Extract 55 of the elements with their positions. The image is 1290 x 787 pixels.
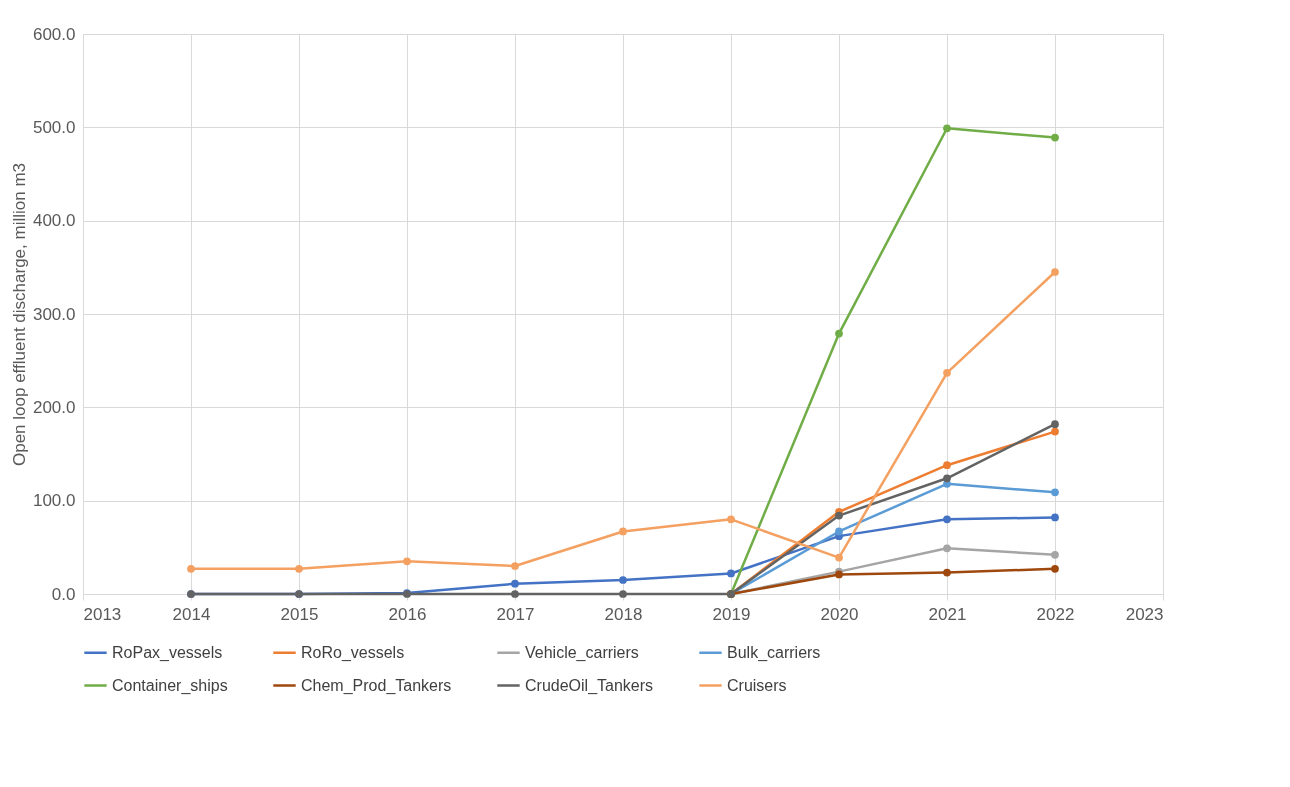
y-tick-label: 300.0 (32, 304, 76, 324)
x-tick-label: 2013 (83, 604, 122, 624)
point (1051, 133, 1059, 142)
point (727, 569, 735, 578)
point (727, 515, 735, 524)
point (943, 568, 951, 577)
legend-label: RoPax_vessels (112, 643, 223, 662)
x-tick-label: 2014 (172, 604, 211, 624)
x-tick-label: 2021 (928, 604, 967, 624)
point (619, 576, 627, 584)
x-tick-label: 2015 (280, 604, 319, 624)
legend-label: Bulk_carriers (727, 643, 821, 662)
point (943, 461, 951, 470)
x-tick-label: 2023 (1125, 604, 1164, 624)
y-tick-label: 400.0 (32, 211, 76, 231)
y-tick-label: 200.0 (32, 397, 76, 417)
point (187, 564, 195, 573)
y-axis-title: Open loop effluent discharge, million m3 (9, 162, 29, 467)
point (1051, 564, 1059, 573)
point (1051, 488, 1059, 497)
point (943, 474, 951, 483)
legend-label: Cruisers (727, 676, 787, 694)
y-tick-label: 500.0 (32, 117, 76, 137)
x-tick-label: 2017 (496, 604, 535, 624)
x-tick-label: 2016 (388, 604, 427, 624)
point (295, 564, 303, 573)
y-tick-label: 0.0 (51, 584, 76, 604)
point (1051, 268, 1059, 276)
point (835, 329, 843, 338)
x-tick-label: 2020 (820, 604, 859, 624)
point (943, 515, 951, 524)
point (1051, 550, 1059, 559)
y-tick-label: 100.0 (32, 491, 76, 511)
y-tick-label: 600.0 (32, 24, 76, 44)
legend-label: Vehicle_carriers (525, 643, 639, 662)
legend-label: Container_ships (112, 676, 228, 695)
point (835, 527, 843, 536)
point (943, 368, 951, 377)
point (1051, 427, 1059, 436)
point (835, 553, 843, 562)
point (835, 511, 843, 520)
point (943, 124, 951, 133)
legend-label: Chem_Prod_Tankers (301, 676, 452, 695)
x-tick-label: 2019 (712, 604, 751, 624)
x-tick-label: 2018 (604, 604, 643, 624)
point (511, 579, 519, 588)
x-tick-label: 2022 (1036, 604, 1075, 624)
legend-label: RoRo_vessels (301, 643, 405, 662)
point (1051, 513, 1059, 522)
point (619, 527, 627, 536)
point (511, 562, 519, 570)
point (943, 544, 951, 553)
legend-label: CrudeOil_Tankers (525, 676, 654, 695)
point (1051, 420, 1059, 428)
point (403, 557, 411, 566)
